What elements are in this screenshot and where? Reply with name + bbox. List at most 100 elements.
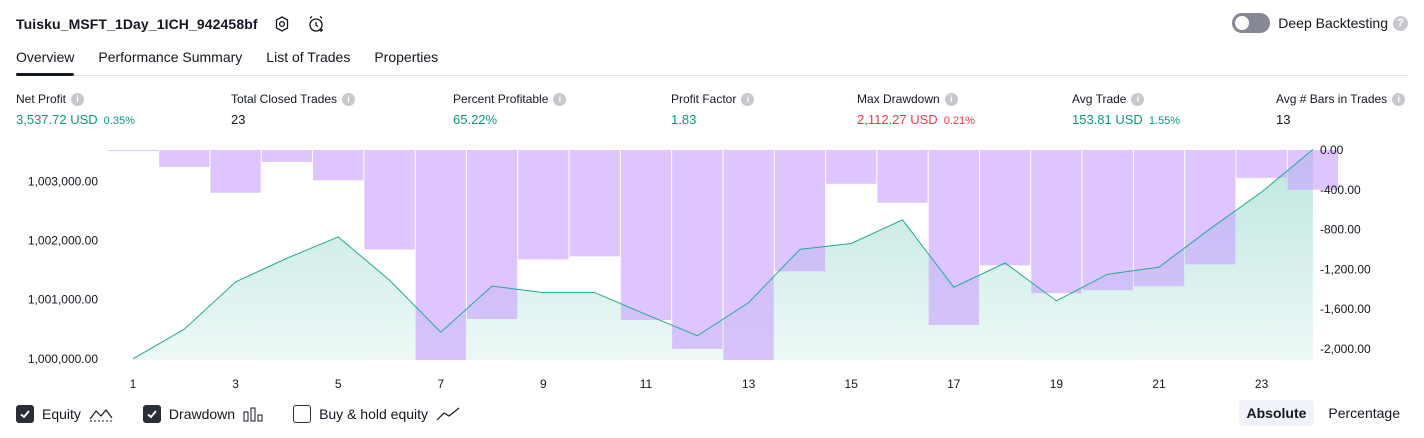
drawdown-bar — [159, 150, 210, 167]
drawdown-bar — [1185, 150, 1236, 265]
metric-label: Avg # Bars in Trades — [1276, 92, 1388, 106]
drawdown-bar — [1236, 150, 1287, 178]
chart-footer: Equity Drawdown Buy & hold equity Absolu… — [16, 400, 1409, 426]
metric-percent: 0.35% — [103, 115, 135, 127]
right-axis-tick-label: -1,200.00 — [1320, 262, 1371, 276]
x-axis-tick-label: 7 — [437, 377, 444, 391]
info-icon[interactable]: i — [1392, 92, 1406, 106]
x-axis-tick-label: 15 — [845, 377, 859, 391]
metric-value: 3,537.72 USD — [16, 112, 98, 127]
drawdown-bar — [569, 150, 620, 257]
settings-icon[interactable] — [272, 14, 292, 34]
checkbox-unchecked-icon — [293, 405, 312, 423]
drawdown-bar — [979, 150, 1031, 266]
drawdown-bar — [826, 150, 877, 184]
right-axis-tick-label: -1,600.00 — [1320, 302, 1371, 316]
deep-backtesting: Deep Backtesting ? — [1232, 13, 1408, 33]
metrics-row: Net Profit i 3,537.72 USD 0.35% Total Clos… — [0, 92, 1424, 132]
drawdown-bar — [518, 150, 569, 260]
drawdown-bar — [723, 150, 774, 360]
percentage-button[interactable]: Percentage — [1328, 405, 1400, 421]
drawdown-bar — [774, 150, 826, 272]
deep-backtesting-toggle[interactable] — [1232, 13, 1271, 33]
left-axis-tick-label: 1,002,000.00 — [28, 234, 98, 248]
right-axis-tick-label: -400.00 — [1320, 183, 1361, 197]
tab-properties[interactable]: Properties — [374, 49, 439, 65]
absolute-button[interactable]: Absolute — [1238, 400, 1315, 426]
drawdown-checkbox[interactable]: Drawdown — [142, 405, 263, 423]
equity-drawdown-chart[interactable]: 1,000,000.00 1,001,000.00 1,002,000.00 1,00… — [0, 140, 1424, 396]
drawdown-bar — [877, 150, 928, 203]
metric-avg-bars-in-trades: Avg # Bars in Trades i 13 — [1276, 92, 1406, 127]
equity-label: Equity — [42, 406, 81, 422]
equity-line — [132, 149, 1314, 360]
checkbox-checked-icon — [16, 405, 34, 423]
drawdown-bar — [928, 150, 979, 325]
metric-value: 1.83 — [671, 112, 697, 127]
drawdown-bar — [313, 150, 364, 181]
drawdown-bar — [415, 150, 466, 360]
left-axis-tick-label: 1,000,000.00 — [28, 352, 98, 366]
help-icon[interactable]: ? — [1393, 15, 1408, 31]
metric-label: Net Profit — [16, 92, 67, 106]
metric-label: Avg Trade — [1072, 92, 1127, 106]
metric-max-drawdown: Max Drawdown i 2,112.27 USD 0.21% — [857, 92, 975, 127]
drawdown-bar — [1287, 150, 1339, 190]
buy-hold-line-icon — [436, 406, 460, 422]
drawdown-label: Drawdown — [168, 406, 236, 422]
x-axis-tick-label: 1 — [130, 377, 137, 391]
info-icon[interactable]: i — [71, 92, 85, 106]
x-axis-tick-label: 13 — [742, 377, 756, 391]
x-axis-tick-label: 9 — [540, 377, 547, 391]
right-axis-tick-label: 0.00 — [1320, 143, 1344, 157]
drawdown-bar — [672, 150, 723, 349]
tab-overview[interactable]: Overview — [16, 44, 75, 76]
drawdown-bar — [261, 150, 313, 162]
metric-percent: 1.55% — [1148, 115, 1181, 127]
drawdown-bar — [1082, 150, 1133, 291]
drawdown-bar — [1133, 150, 1185, 287]
x-axis-tick-label: 19 — [1050, 377, 1064, 391]
metric-value: 153.81 USD — [1072, 112, 1143, 127]
metric-label: Profit Factor — [671, 92, 737, 106]
tab-list-of-trades[interactable]: List of Trades — [266, 49, 351, 65]
strategy-header: Tuisku_MSFT_1Day_1ICH_942458bf — [16, 12, 326, 36]
metric-label: Percent Profitable — [453, 92, 549, 106]
drawdown-bar — [466, 150, 518, 320]
metric-label: Total Closed Trades — [231, 92, 338, 106]
x-axis-tick-label: 5 — [335, 377, 342, 391]
metric-value: 13 — [1276, 112, 1291, 127]
tab-performance-summary[interactable]: Performance Summary — [98, 49, 243, 65]
strategy-title: Tuisku_MSFT_1Day_1ICH_942458bf — [16, 16, 258, 32]
x-axis-tick-label: 17 — [947, 377, 961, 391]
drawdown-bar — [364, 150, 415, 250]
display-mode-switch: Absolute Percentage — [1233, 400, 1409, 426]
drawdown-bar — [210, 150, 261, 193]
equity-checkbox[interactable]: Equity — [16, 405, 113, 423]
buy-hold-label: Buy & hold equity — [319, 406, 429, 422]
left-axis-tick-label: 1,001,000.00 — [28, 293, 98, 307]
x-axis-tick-label: 11 — [640, 377, 653, 391]
x-axis-tick-label: 21 — [1152, 377, 1166, 391]
metric-value: 2,112.27 USD — [857, 112, 938, 127]
buy-hold-checkbox[interactable]: Buy & hold equity — [293, 405, 460, 423]
drawdown-bar — [107, 150, 159, 151]
equity-area — [133, 149, 1313, 360]
equity-line-icon — [89, 406, 113, 422]
right-axis-tick-label: -2,000.00 — [1320, 342, 1371, 356]
add-alert-icon[interactable] — [306, 14, 326, 34]
info-icon[interactable]: i — [944, 92, 958, 106]
metric-total-closed-trades: Total Closed Trades i 23 — [231, 92, 356, 127]
x-axis-tick-label: 3 — [232, 377, 239, 391]
info-icon[interactable]: i — [1131, 92, 1145, 106]
info-icon[interactable]: i — [553, 92, 567, 106]
drawdown-bar — [1031, 150, 1082, 294]
drawdown-bars-icon — [243, 406, 263, 422]
info-icon[interactable]: i — [342, 92, 356, 106]
metric-percent: 0.21% — [943, 115, 975, 127]
metric-percent-profitable: Percent Profitable i 65.22% — [453, 92, 567, 127]
metric-net-profit: Net Profit i 3,537.72 USD 0.35% — [16, 92, 135, 127]
metric-label: Max Drawdown — [857, 92, 940, 106]
checkbox-checked-icon — [142, 405, 161, 423]
info-icon[interactable]: i — [741, 92, 755, 106]
